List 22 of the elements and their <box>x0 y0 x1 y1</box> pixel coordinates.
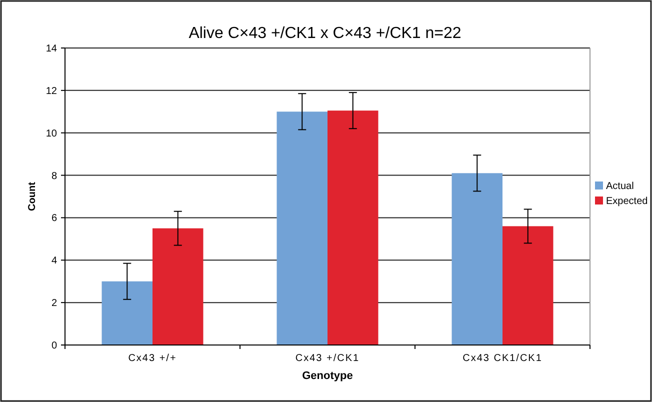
y-tick-label: 8 <box>51 170 58 182</box>
y-tick-label: 2 <box>51 298 58 310</box>
y-axis-title: Count <box>27 181 38 211</box>
legend-label: Actual <box>606 181 634 192</box>
y-tick-label: 12 <box>46 86 58 97</box>
bar <box>152 228 204 345</box>
x-tick-label: Cx43 CK1/CK1 <box>462 353 542 364</box>
bar <box>502 226 554 345</box>
x-axis-title: Genotype <box>302 370 353 382</box>
bar <box>276 112 328 345</box>
chart-title: Alive C×43 +/CK1 x C×43 +/CK1 n=22 <box>188 25 462 42</box>
y-tick-label: 6 <box>51 213 58 224</box>
x-tick-label: Cx43 +/+ <box>128 353 177 364</box>
y-tick-label: 0 <box>51 340 58 352</box>
y-tick-label: 14 <box>46 44 58 54</box>
y-tick-label: 4 <box>51 256 58 267</box>
bar <box>328 110 378 345</box>
x-tick-label: Cx43 +/CK1 <box>295 353 360 364</box>
y-tick-label: 10 <box>46 128 58 140</box>
bar <box>452 173 502 345</box>
legend-label: Expected <box>606 196 648 207</box>
bar <box>102 281 152 345</box>
